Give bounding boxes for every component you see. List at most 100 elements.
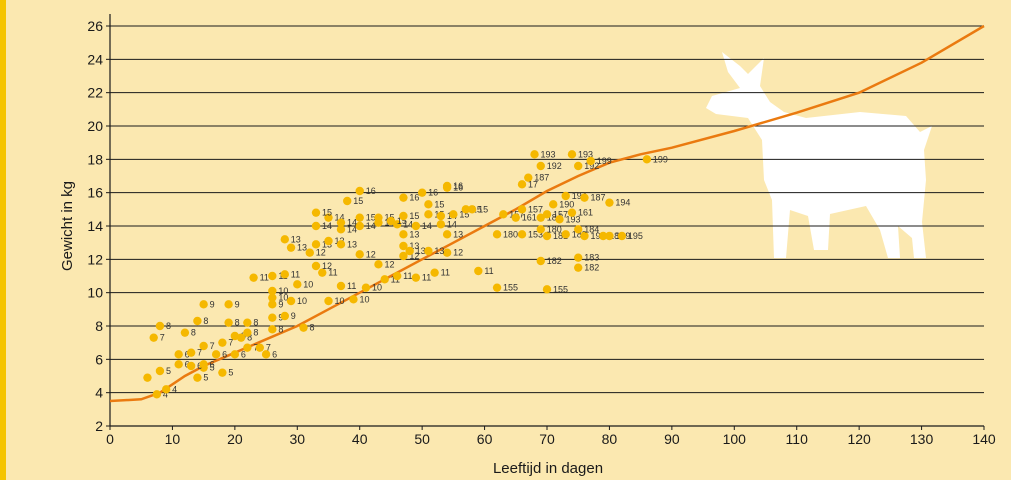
data-point-label-116: 194	[615, 198, 630, 208]
data-point-label-107: 161	[522, 213, 537, 223]
data-point-label-5: 5	[210, 363, 215, 373]
x-tick-label-12: 120	[847, 431, 871, 447]
data-point-label-28: 8	[235, 318, 240, 328]
data-point-107	[511, 213, 520, 222]
data-point-label-76: 14	[447, 219, 457, 229]
data-point-label-93: 16	[453, 183, 463, 193]
data-point-label-94: 16	[453, 181, 463, 191]
data-point-label-44: 11	[403, 271, 412, 281]
data-point-label-6: 5	[228, 368, 233, 378]
data-point-label-34: 9	[278, 299, 283, 309]
data-point-label-75: 14	[422, 221, 432, 231]
data-point-31	[280, 311, 289, 321]
data-point-7	[174, 360, 183, 369]
data-point-label-19: 7	[160, 333, 165, 343]
data-point-72	[355, 221, 364, 231]
data-point-label-77: 14	[335, 213, 345, 223]
x-tick-label-8: 80	[602, 431, 618, 447]
data-point-101	[598, 231, 608, 241]
y-axis-label: Gewicht in kg	[59, 181, 76, 271]
data-point-47	[474, 266, 483, 276]
y-tick-label-1: 4	[95, 385, 103, 401]
data-point-54	[311, 261, 321, 271]
data-point-75	[411, 221, 421, 231]
data-point-label-119: 192	[547, 161, 562, 171]
data-point-label-20: 8	[191, 328, 196, 338]
data-point-37	[324, 296, 333, 306]
data-point-label-104: 180	[547, 224, 562, 234]
y-tick-label-2: 6	[95, 351, 103, 367]
data-point-label-112: 157	[528, 204, 543, 214]
data-point-label-108: 184	[547, 213, 562, 223]
data-point-12	[261, 350, 271, 359]
data-point-38	[349, 295, 358, 304]
data-point-label-52: 11	[291, 269, 300, 279]
data-point-99	[561, 230, 570, 239]
data-point-123	[586, 156, 595, 166]
data-point-126	[574, 253, 583, 262]
data-point-label-35: 10	[278, 293, 288, 303]
data-point-18	[255, 343, 265, 352]
data-point-110	[555, 215, 564, 224]
data-point-98	[542, 231, 552, 241]
data-point-2	[161, 385, 171, 394]
data-point-64	[405, 246, 414, 256]
data-point-24	[268, 325, 277, 334]
data-point-63	[399, 241, 408, 251]
data-point-25	[299, 323, 308, 332]
x-tick-label-10: 100	[723, 431, 747, 447]
data-point-label-82: 15	[409, 211, 419, 221]
data-point-label-126: 183	[584, 253, 599, 263]
data-point-label-125: 182	[547, 256, 562, 266]
data-point-57	[399, 251, 408, 261]
data-point-9	[199, 360, 208, 369]
data-point-label-95: 15	[478, 204, 488, 214]
data-point-label-70: 14	[322, 221, 332, 231]
data-point-61	[324, 236, 333, 246]
data-point-68	[399, 230, 408, 239]
data-point-label-99: 189	[572, 229, 587, 239]
data-point-label-47: 11	[484, 266, 493, 276]
data-point-71	[336, 225, 346, 234]
data-point-83	[424, 210, 433, 219]
data-point-67	[286, 243, 296, 252]
data-point-label-66: 13	[291, 234, 301, 244]
data-point-62	[336, 240, 346, 249]
data-point-90	[355, 186, 364, 196]
data-point-label-25: 8	[310, 323, 315, 333]
data-point-label-81: 15	[397, 216, 407, 226]
data-point-79	[355, 213, 364, 222]
data-point-94	[442, 181, 452, 191]
data-point-29	[243, 318, 252, 327]
data-point-label-27: 8	[203, 316, 208, 326]
data-point-label-78: 14	[347, 218, 357, 228]
data-point-label-88: 15	[353, 196, 363, 206]
data-point-125	[536, 256, 545, 266]
data-point-15	[199, 341, 208, 351]
data-point-43	[380, 275, 389, 284]
data-point-label-38: 10	[359, 294, 369, 304]
x-tick-label-11: 110	[786, 431, 809, 447]
data-point-45	[411, 273, 421, 282]
data-point-label-87: 15	[322, 208, 332, 218]
data-point-label-18: 7	[266, 343, 271, 353]
left-accent-bar	[0, 0, 6, 480]
data-point-92	[417, 188, 427, 197]
data-point-103	[617, 231, 627, 241]
data-point-label-30: 9	[278, 313, 283, 323]
data-point-60	[311, 240, 321, 249]
data-point-label-110: 193	[565, 214, 580, 224]
data-point-8	[186, 361, 196, 371]
data-point-label-63: 13	[409, 241, 419, 251]
data-point-label-3: 5	[166, 366, 171, 376]
data-point-label-65: 13	[434, 246, 444, 256]
data-point-112	[517, 205, 527, 214]
data-point-49	[542, 285, 552, 294]
x-tick-labels: 0 10 20 30 40 50 60 70 80 90 100 110 120 130 140	[106, 426, 996, 447]
x-tick-label-6: 60	[477, 431, 493, 447]
data-point-label-29: 8	[253, 318, 258, 328]
y-tick-label-0: 2	[95, 418, 103, 434]
data-point-117	[517, 180, 527, 189]
